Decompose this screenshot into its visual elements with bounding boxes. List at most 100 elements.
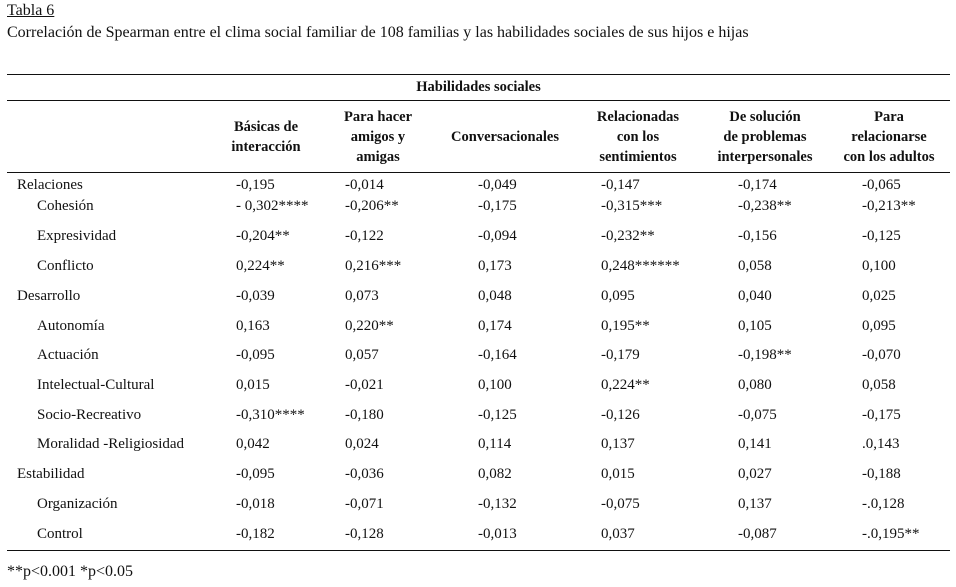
table-cell: -0,021 (345, 377, 384, 393)
row-label: Organización (37, 496, 118, 512)
table-cell: -0,087 (738, 526, 777, 542)
table-cell: -0,095 (236, 347, 275, 363)
table-cell: -0,310**** (236, 407, 305, 423)
column-header: Básicas de interacción (231, 119, 301, 155)
row-label: Socio-Recreativo (37, 407, 142, 423)
row-label: Expresividad (37, 228, 117, 244)
table-cell: -0,122 (345, 228, 384, 244)
table-cell: -0,164 (478, 347, 517, 363)
table-cell: -.0,128 (862, 496, 905, 512)
table-bottom-rule (7, 550, 950, 551)
table-cell: -0,180 (345, 407, 384, 423)
table-cell: 0,024 (345, 436, 379, 452)
table-cell: 0,040 (738, 288, 772, 304)
table-cell: 0,163 (236, 318, 270, 334)
table-row: Conflicto 0,224** 0,216*** 0,173 0,248******… (0, 255, 956, 277)
header-bottom-rule (7, 172, 950, 173)
table-cell: -0,179 (601, 347, 640, 363)
table-cell: 0,174 (478, 318, 512, 334)
table-cell: 0,015 (601, 466, 635, 482)
table-row: Expresividad -0,204** -0,122 -0,094 -0,232**… (0, 225, 956, 247)
table-row: Desarrollo -0,039 0,073 0,048 0,095 0,040 0,02… (0, 285, 956, 307)
footnote: **p<0.001 *p<0.05 (7, 563, 134, 580)
table-cell: 0,025 (862, 288, 896, 304)
table-cell: -0,014 (345, 177, 384, 193)
table-cell: -0,039 (236, 288, 275, 304)
table-cell: -0,125 (862, 228, 901, 244)
row-label: Desarrollo (17, 288, 81, 304)
table-cell: 0,105 (738, 318, 772, 334)
table-cell: -0,147 (601, 177, 640, 193)
table-cell: -0,070 (862, 347, 901, 363)
table-cell: 0,048 (478, 288, 512, 304)
table-cell: -0,094 (478, 228, 517, 244)
table-cell: -0,206** (345, 198, 399, 214)
table-cell: 0,073 (345, 288, 379, 304)
table-cell: 0,080 (738, 377, 772, 393)
column-header: Para relacionarse con los adultos (843, 109, 935, 165)
table-cell: -0,175 (862, 407, 901, 423)
table-cell: 0,220** (345, 318, 394, 334)
table-row: Moralidad -Religiosidad 0,042 0,024 0,114 0,… (0, 433, 956, 455)
table-cell: 0,224** (601, 377, 650, 393)
table-cell: -0,125 (478, 407, 517, 423)
group-header-rule (7, 100, 950, 101)
table-row: Relaciones -0,195 -0,014 -0,049 -0,147 -0,174… (0, 174, 956, 196)
table-row: Actuación -0,095 0,057 -0,164 -0,179 -0,198**… (0, 344, 956, 366)
table-cell: 0,224** (236, 258, 285, 274)
table-caption-label: Tabla 6 (7, 2, 55, 19)
row-label: Actuación (37, 347, 99, 363)
table-cell: -0,075 (738, 407, 777, 423)
table-cell: 0,100 (478, 377, 512, 393)
table-cell: -0,036 (345, 466, 384, 482)
table-cell: 0,141 (738, 436, 772, 452)
table-cell: -0,182 (236, 526, 275, 542)
table-cell: - 0,302**** (236, 198, 309, 214)
table-cell: -0,126 (601, 407, 640, 423)
row-label: Conflicto (37, 258, 94, 274)
table-cell: -0,095 (236, 466, 275, 482)
table-cell: 0,082 (478, 466, 512, 482)
row-label: Cohesión (37, 198, 94, 214)
column-header: De solución de problemas interpersonales (717, 109, 813, 165)
table-cell: 0,137 (601, 436, 635, 452)
table-cell: 0,015 (236, 377, 270, 393)
table-cell: -0,018 (236, 496, 275, 512)
table-cell: 0,058 (738, 258, 772, 274)
group-header: Habilidades sociales (416, 79, 541, 95)
table-top-rule (7, 74, 950, 75)
table-row: Estabilidad -0,095 -0,036 0,082 0,015 0,027 -0… (0, 463, 956, 485)
row-label: Autonomía (37, 318, 105, 334)
table-cell: 0,137 (738, 496, 772, 512)
table-cell: 0,248****** (601, 258, 680, 274)
table-cell: -0,195 (236, 177, 275, 193)
table-cell: .0,143 (862, 436, 900, 452)
table-cell: -0,232** (601, 228, 655, 244)
table-row: Control -0,182 -0,128 -0,013 0,037 -0,087 -.0,… (0, 523, 956, 545)
table-cell: -0,174 (738, 177, 777, 193)
table-cell: -0,071 (345, 496, 384, 512)
table-cell: 0,100 (862, 258, 896, 274)
table-cell: -.0,195** (862, 526, 920, 542)
table-row: Intelectual-Cultural 0,015 -0,021 0,100 0,22… (0, 374, 956, 396)
table-caption-title: Correlación de Spearman entre el clima s… (7, 24, 749, 41)
table-row: Socio-Recreativo -0,310**** -0,180 -0,125 -0… (0, 404, 956, 426)
table-cell: -0,128 (345, 526, 384, 542)
table-cell: -0,175 (478, 198, 517, 214)
table-cell: -0,156 (738, 228, 777, 244)
table-cell: 0,095 (601, 288, 635, 304)
table-cell: 0,042 (236, 436, 270, 452)
table-cell: -0,213** (862, 198, 916, 214)
table-cell: -0,049 (478, 177, 517, 193)
table-row: Cohesión - 0,302**** -0,206** -0,175 -0,315*… (0, 195, 956, 217)
table-cell: -0,188 (862, 466, 901, 482)
table-cell: -0,204** (236, 228, 290, 244)
row-label: Estabilidad (17, 466, 85, 482)
table-cell: -0,315*** (601, 198, 663, 214)
table-cell: -0,198** (738, 347, 792, 363)
table-cell: -0,065 (862, 177, 901, 193)
table-cell: 0,173 (478, 258, 512, 274)
table-cell: -0,075 (601, 496, 640, 512)
table-cell: 0,027 (738, 466, 772, 482)
table-cell: -0,132 (478, 496, 517, 512)
